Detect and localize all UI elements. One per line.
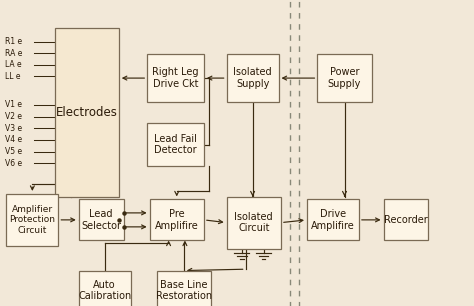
Text: Base Line
Restoration: Base Line Restoration [156,280,212,301]
Text: Isolated
Circuit: Isolated Circuit [235,212,273,233]
Bar [383,199,428,241]
Text: Drive
Amplifire: Drive Amplifire [311,209,355,231]
Bar [147,54,204,102]
Bar [156,271,211,306]
Text: Electrodes: Electrodes [56,106,118,119]
Text: V1 e: V1 e [5,100,22,109]
Text: V4 e: V4 e [5,135,23,144]
Bar [6,194,58,246]
Text: V6 e: V6 e [5,159,23,168]
Text: Right Leg
Drive Ckt: Right Leg Drive Ckt [152,67,199,89]
Bar [227,54,279,102]
Text: Recorder: Recorder [384,215,428,225]
Bar [79,271,131,306]
Text: Amplifier
Protection
Circuit: Amplifier Protection Circuit [9,205,55,235]
Bar [318,54,372,102]
Text: Lead Fail
Detector: Lead Fail Detector [154,134,197,155]
Text: LA e: LA e [5,60,22,69]
Bar [147,123,204,166]
Bar [55,28,119,196]
Text: V3 e: V3 e [5,124,23,133]
Bar [307,199,359,241]
Text: Power
Supply: Power Supply [328,67,361,89]
Text: R1 e: R1 e [5,37,23,46]
Text: Auto
Calibration: Auto Calibration [78,280,131,301]
Text: Isolated
Supply: Isolated Supply [233,67,272,89]
Text: V5 e: V5 e [5,147,23,156]
Text: Lead
Selector: Lead Selector [81,209,121,231]
Text: RA e: RA e [5,49,23,58]
Bar [150,199,204,241]
Bar [79,199,124,241]
Text: V2 e: V2 e [5,112,22,121]
Text: LL e: LL e [5,72,21,81]
Text: Pre
Amplifire: Pre Amplifire [155,209,199,231]
Bar [227,196,281,249]
